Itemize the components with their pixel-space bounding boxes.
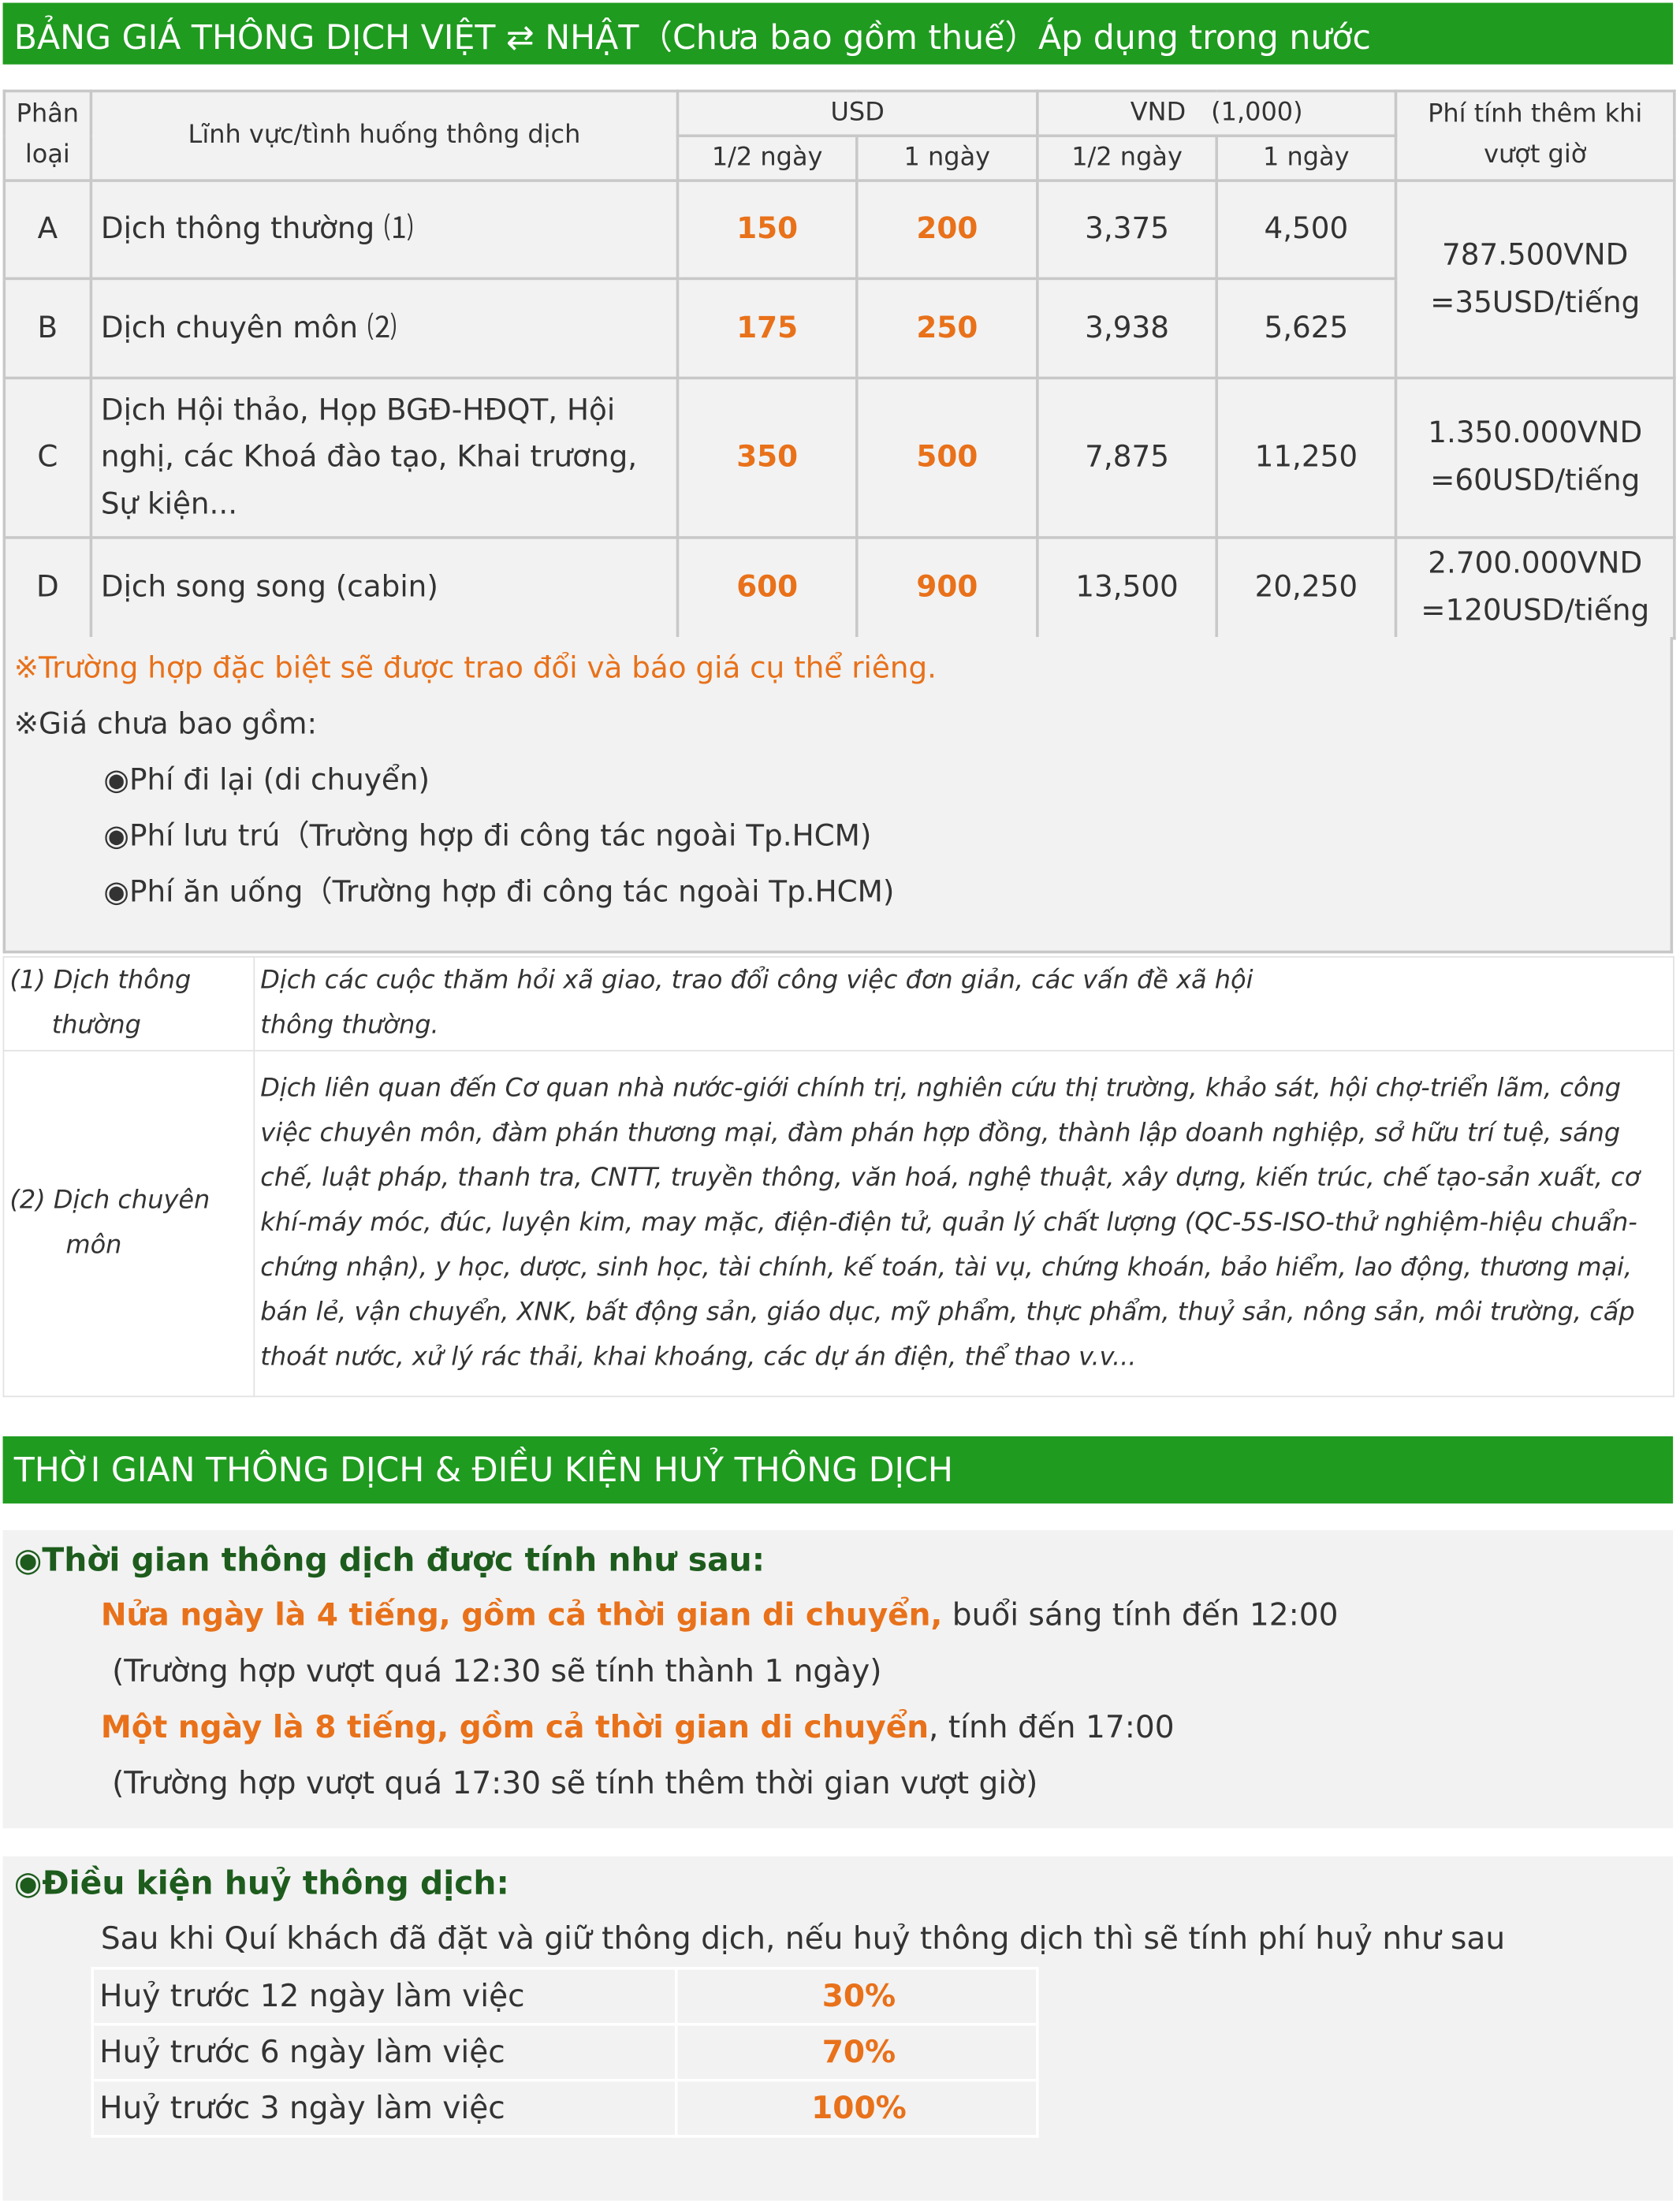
excluded-item: ◉Phí đi lại (di chuyển) [103, 762, 430, 797]
cell: 150 [676, 179, 859, 281]
timing-note: (Trường hợp vượt quá 17:30 sẽ tính thêm … [112, 1767, 1038, 1802]
description: Dịch liên quan đến Cơ quan nhà nước-giới… [253, 1049, 1674, 1398]
header-bar: BẢNG GIÁ THÔNG DỊCH VIỆT ⇄ NHẬT（Chưa bao… [2, 2, 1674, 65]
cell: 200 [855, 179, 1039, 281]
timing-title: ◉Thời gian thông dịch được tính như sau: [13, 1542, 765, 1580]
cell: 500 [855, 376, 1039, 539]
description: Dịch các cuộc thăm hỏi xã giao, trao đổi… [253, 955, 1674, 1052]
cancel-title: ◉Điều kiện huỷ thông dịch: [13, 1866, 509, 1903]
term: (2) Dịch chuyên môn [2, 1049, 255, 1398]
text: =120USD/tiếng [1421, 593, 1650, 628]
section-title: THỜI GIAN THÔNG DỊCH & ĐIỀU KIỆN HUỶ THÔ… [13, 1450, 953, 1490]
cell: Huỷ trước 12 ngày làm việc [91, 1967, 678, 2026]
cell: Dịch song song (cabin) [89, 536, 680, 640]
header-cell: 1/2 ngày [1036, 134, 1218, 182]
cancel-intro: Sau khi Quí khách đã đặt và giữ thông dị… [100, 1922, 1506, 1957]
cancel-table: Huỷ trước 12 ngày làm việc 30% Huỷ trước … [91, 1967, 1039, 2138]
text: (1) Dịch thông thường [9, 966, 192, 1041]
cell: Huỷ trước 6 ngày làm việc [91, 2023, 678, 2082]
timing-note: (Trường hợp vượt quá 12:30 sẽ tính thành… [112, 1655, 882, 1690]
cell: 20,250 [1215, 536, 1398, 640]
excluded-title: ※Giá chưa bao gồm: [13, 706, 318, 741]
text: (2) Dịch chuyên môn [9, 1186, 210, 1261]
highlight: Nửa ngày là 4 tiếng, gồm cả thời gian di… [100, 1598, 943, 1634]
highlight: Một ngày là 8 tiếng, gồm cả thời gian di… [100, 1711, 929, 1746]
price-table: Phân loại Lĩnh vực/tình huống thông dịch… [2, 89, 1676, 640]
notes: ※Trường hợp đặc biệt sẽ được trao đổi và… [2, 637, 1674, 954]
text: 787.500VND [1442, 237, 1629, 272]
cell: 30% [674, 1967, 1039, 2026]
timing-line: Nửa ngày là 4 tiếng, gồm cả thời gian di… [3, 1589, 1674, 1645]
cell: 175 [676, 277, 859, 380]
header-cell: 1/2 ngày [676, 134, 859, 182]
header-cell: Phí tính thêm khi vượt giờ [1394, 89, 1676, 182]
text: , tính đến 17:00 [929, 1711, 1175, 1746]
cell: 4,500 [1215, 179, 1398, 281]
cell: Huỷ trước 3 ngày làm việc [91, 2079, 678, 2138]
text: =60USD/tiếng [1430, 463, 1641, 497]
header-cell: Phân loại [2, 89, 93, 182]
cell: 70% [674, 2023, 1039, 2082]
cell: 7,875 [1036, 376, 1218, 539]
cell: C [2, 376, 93, 539]
cell: D [2, 536, 93, 640]
overtime-cell: 1.350.000VND =60USD/tiếng [1394, 376, 1676, 539]
cell: Dịch chuyên môn ⑵ [89, 277, 680, 380]
cell: 250 [855, 277, 1039, 380]
text: 2.700.000VND [1428, 546, 1643, 580]
excluded-item: ◉Phí lưu trú（Trường hợp đi công tác ngoà… [103, 818, 872, 853]
cell: Dịch Hội thảo, Họp BGĐ-HĐQT, Hội nghị, c… [89, 376, 680, 539]
overtime-cell: 787.500VND =35USD/tiếng [1394, 179, 1676, 380]
cell: 350 [676, 376, 859, 539]
cell: 100% [674, 2079, 1039, 2138]
section-bar: THỜI GIAN THÔNG DỊCH & ĐIỀU KIỆN HUỶ THÔ… [2, 1436, 1674, 1504]
header-cell: VND (1,000) [1036, 89, 1398, 138]
cell: 900 [855, 536, 1039, 640]
cell: 3,375 [1036, 179, 1218, 281]
cell: Dịch thông thường ⑴ [89, 179, 680, 281]
timing-line: Một ngày là 8 tiếng, gồm cả thời gian di… [3, 1701, 1674, 1757]
text: 1.350.000VND [1428, 416, 1643, 450]
timing-box: ◉Thời gian thông dịch được tính như sau:… [2, 1529, 1674, 1829]
header-cell: 1 ngày [1215, 134, 1398, 182]
header-cell: USD [676, 89, 1039, 138]
overtime-cell: 2.700.000VND =120USD/tiếng [1394, 536, 1676, 640]
cell: 11,250 [1215, 376, 1398, 539]
text: =35USD/tiếng [1430, 285, 1641, 319]
header-cell: 1 ngày [855, 134, 1039, 182]
cell: 5,625 [1215, 277, 1398, 380]
title: BẢNG GIÁ THÔNG DỊCH VIỆT ⇄ NHẬT（Chưa bao… [13, 17, 1371, 57]
cell: 13,500 [1036, 536, 1218, 640]
cell: 600 [676, 536, 859, 640]
excluded-item: ◉Phí ăn uống（Trường hợp đi công tác ngoà… [103, 874, 895, 909]
definitions: (1) Dịch thông thường Dịch các cuộc thăm… [2, 955, 1674, 1398]
special-note: ※Trường hợp đặc biệt sẽ được trao đổi và… [13, 650, 937, 685]
term: (1) Dịch thông thường [2, 955, 255, 1052]
cell: 3,938 [1036, 277, 1218, 380]
text: buổi sáng tính đến 12:00 [942, 1598, 1339, 1634]
header-cell: Lĩnh vực/tình huống thông dịch [89, 89, 680, 182]
cell: A [2, 179, 93, 281]
cell: B [2, 277, 93, 380]
